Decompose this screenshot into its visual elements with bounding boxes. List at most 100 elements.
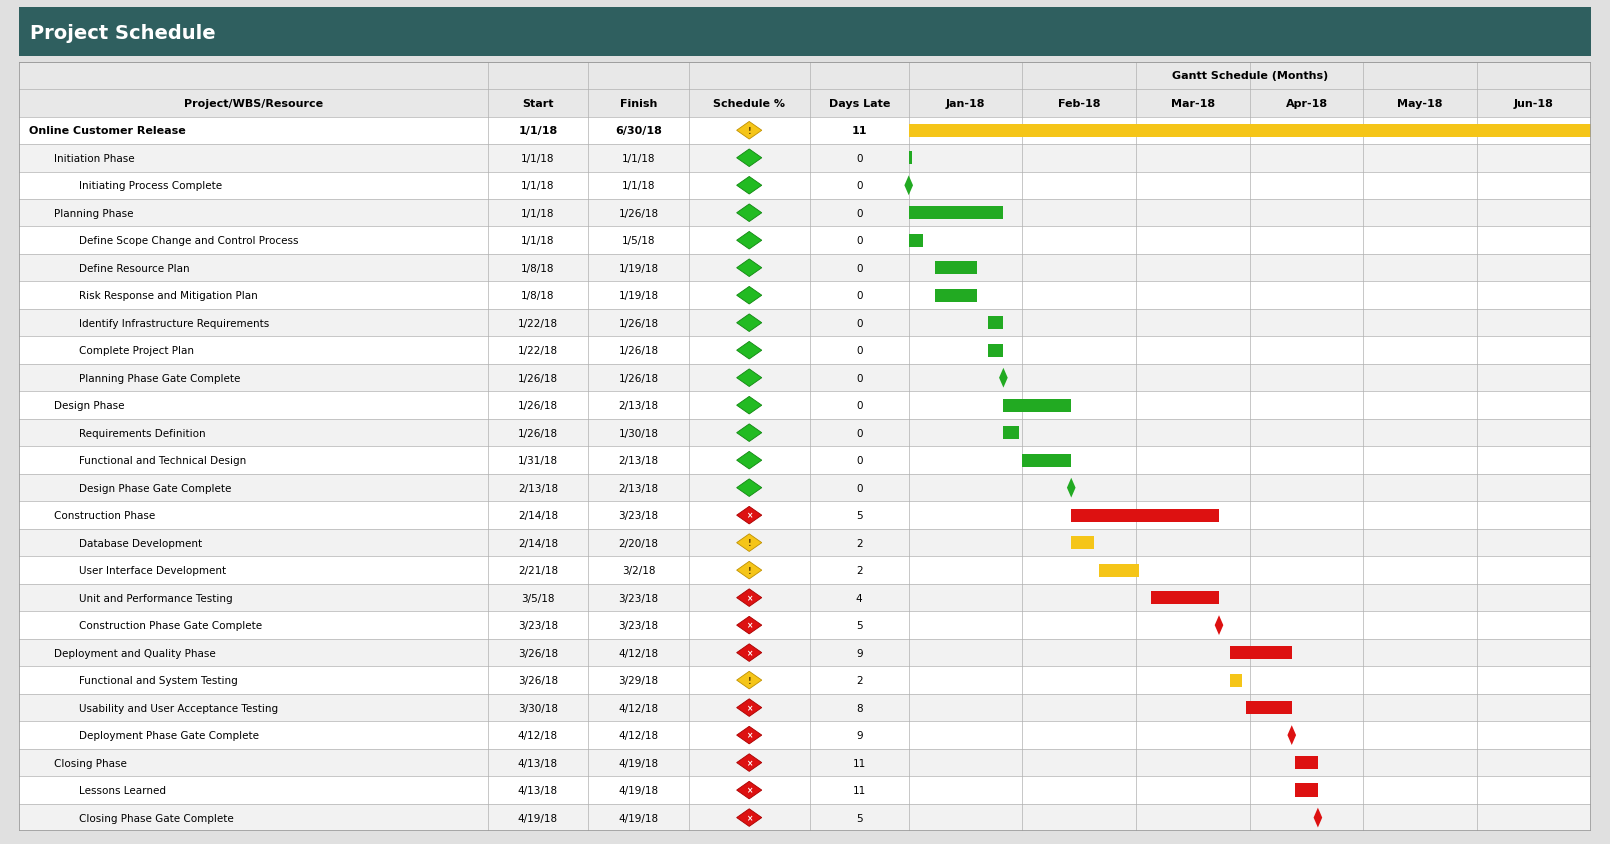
Text: Define Resource Plan: Define Resource Plan [79,263,190,273]
Text: 1/26/18: 1/26/18 [618,318,658,328]
Text: ×: × [745,731,752,739]
Bar [1003,399,1071,413]
Text: Construction Phase: Construction Phase [53,511,155,521]
Bar [19,612,1591,639]
Text: ×: × [745,621,752,630]
Bar [1230,674,1241,687]
Bar [908,152,913,165]
Text: Start: Start [522,99,554,109]
Bar [19,557,1591,584]
Polygon shape [737,727,762,744]
Text: 0: 0 [857,318,863,328]
Text: 4/19/18: 4/19/18 [618,758,658,768]
Bar [19,667,1591,694]
Polygon shape [737,370,762,387]
Text: 3/30/18: 3/30/18 [518,703,559,713]
Text: 3/23/18: 3/23/18 [618,511,658,521]
Text: 0: 0 [857,263,863,273]
Text: 1/1/18: 1/1/18 [522,208,554,219]
Text: 3/5/18: 3/5/18 [522,593,554,603]
Text: !: ! [747,538,750,548]
Text: Usability and User Acceptance Testing: Usability and User Acceptance Testing [79,703,279,713]
Polygon shape [737,397,762,414]
Polygon shape [905,176,913,196]
Bar [19,529,1591,557]
Bar [1294,783,1319,797]
Text: 0: 0 [857,208,863,219]
Text: 2/13/18: 2/13/18 [618,483,658,493]
Text: 1/5/18: 1/5/18 [621,236,655,246]
Text: ×: × [745,593,752,603]
Text: Schedule %: Schedule % [713,99,786,109]
Text: 3/23/18: 3/23/18 [618,593,658,603]
Text: ×: × [745,813,752,822]
Text: 3/26/18: 3/26/18 [518,648,559,657]
Text: 1/22/18: 1/22/18 [518,318,559,328]
Text: 11: 11 [853,785,866,795]
Polygon shape [1214,615,1224,636]
Polygon shape [737,177,762,195]
Text: Design Phase: Design Phase [53,401,124,411]
Polygon shape [737,617,762,634]
Text: 0: 0 [857,483,863,493]
Text: 1/26/18: 1/26/18 [518,401,559,411]
Text: Project Schedule: Project Schedule [31,24,216,43]
Text: Closing Phase Gate Complete: Closing Phase Gate Complete [79,813,233,823]
Text: Functional and System Testing: Functional and System Testing [79,675,238,685]
Bar [19,227,1591,255]
Text: Requirements Definition: Requirements Definition [79,428,206,438]
Text: 1/1/18: 1/1/18 [518,126,557,136]
Text: Deployment Phase Gate Complete: Deployment Phase Gate Complete [79,730,259,740]
Text: 0: 0 [857,291,863,300]
Text: 2: 2 [857,565,863,576]
Text: 2/13/18: 2/13/18 [518,483,559,493]
Polygon shape [737,644,762,662]
Bar [19,282,1591,310]
Text: 1/1/18: 1/1/18 [522,181,554,191]
Text: 4/12/18: 4/12/18 [618,730,658,740]
Polygon shape [737,506,762,524]
Bar [935,289,977,302]
Text: 8: 8 [857,703,863,713]
Bar [1098,564,1140,577]
Bar [19,639,1591,667]
Text: 1/1/18: 1/1/18 [621,181,655,191]
Text: 1/31/18: 1/31/18 [518,456,559,466]
Text: 0: 0 [857,346,863,356]
Text: 1/8/18: 1/8/18 [522,291,554,300]
Polygon shape [737,809,762,826]
Text: Initiating Process Complete: Initiating Process Complete [79,181,222,191]
Text: 1/19/18: 1/19/18 [618,291,658,300]
Text: 5: 5 [857,813,863,823]
Bar [1294,756,1319,769]
Polygon shape [737,589,762,607]
Text: 2: 2 [857,675,863,685]
Text: 1/19/18: 1/19/18 [618,263,658,273]
Text: Closing Phase: Closing Phase [53,758,127,768]
Text: 3/29/18: 3/29/18 [618,675,658,685]
Text: Identify Infrastructure Requirements: Identify Infrastructure Requirements [79,318,269,328]
Polygon shape [737,287,762,305]
Polygon shape [737,342,762,360]
Text: Initiation Phase: Initiation Phase [53,154,135,164]
Polygon shape [1288,725,1296,745]
Text: Planning Phase: Planning Phase [53,208,134,219]
Bar [19,776,1591,803]
Text: 1/26/18: 1/26/18 [518,373,559,383]
Bar [1151,592,1219,604]
Polygon shape [737,561,762,579]
Text: 0: 0 [857,428,863,438]
Text: Finish: Finish [620,99,657,109]
Text: 3/23/18: 3/23/18 [518,620,559,630]
Bar [1246,701,1291,714]
Polygon shape [737,754,762,771]
Text: 1/30/18: 1/30/18 [618,428,658,438]
Text: 4/19/18: 4/19/18 [618,813,658,823]
Text: 5: 5 [857,620,863,630]
Text: 4/12/18: 4/12/18 [618,703,658,713]
Text: Functional and Technical Design: Functional and Technical Design [79,456,246,466]
Text: 5: 5 [857,511,863,521]
Text: Design Phase Gate Complete: Design Phase Gate Complete [79,483,232,493]
Text: 1/8/18: 1/8/18 [522,263,554,273]
Text: 4: 4 [857,593,863,603]
